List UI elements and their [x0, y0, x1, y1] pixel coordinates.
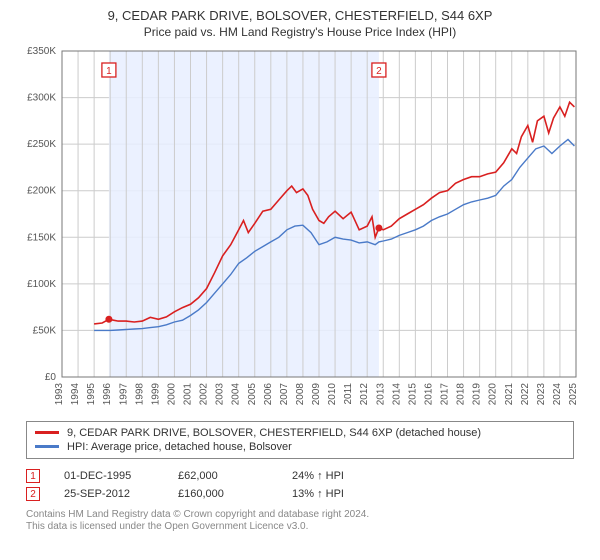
svg-text:2008: 2008 — [295, 382, 306, 405]
svg-text:2021: 2021 — [504, 382, 515, 405]
svg-text:£150K: £150K — [27, 232, 56, 243]
svg-text:2004: 2004 — [231, 382, 242, 405]
legend-item: HPI: Average price, detached house, Bols… — [35, 440, 565, 454]
svg-text:£200K: £200K — [27, 186, 56, 197]
svg-text:£0: £0 — [45, 372, 57, 383]
svg-text:1999: 1999 — [150, 382, 161, 405]
svg-text:£50K: £50K — [33, 325, 57, 336]
svg-text:1996: 1996 — [102, 382, 113, 405]
svg-text:2014: 2014 — [391, 382, 402, 405]
marker-delta: 13% ↑ HPI — [292, 488, 382, 500]
svg-text:2000: 2000 — [166, 382, 177, 405]
legend-label: 9, CEDAR PARK DRIVE, BOLSOVER, CHESTERFI… — [67, 427, 481, 439]
svg-text:2006: 2006 — [263, 382, 274, 405]
svg-text:2020: 2020 — [488, 382, 499, 405]
svg-text:2007: 2007 — [279, 382, 290, 405]
svg-text:2024: 2024 — [552, 382, 563, 405]
svg-text:2023: 2023 — [536, 382, 547, 405]
svg-text:2022: 2022 — [520, 382, 531, 405]
marker-date: 01-DEC-1995 — [64, 470, 154, 482]
svg-text:2010: 2010 — [327, 382, 338, 405]
footer-line-1: Contains HM Land Registry data © Crown c… — [26, 509, 574, 522]
legend-item: 9, CEDAR PARK DRIVE, BOLSOVER, CHESTERFI… — [35, 426, 565, 440]
marker-table: 1 01-DEC-1995 £62,000 24% ↑ HPI 2 25-SEP-2012… — [26, 467, 574, 503]
chart-area: £0 £50K £100K £150K £200K £250K £300K £350K 1993… — [14, 45, 586, 415]
svg-text:2019: 2019 — [472, 382, 483, 405]
chart-title: 9, CEDAR PARK DRIVE, BOLSOVER, CHESTERFI… — [14, 8, 586, 25]
svg-text:1998: 1998 — [134, 382, 145, 405]
chart-container: 9, CEDAR PARK DRIVE, BOLSOVER, CHESTERFI… — [0, 0, 600, 560]
marker-price: £62,000 — [178, 470, 268, 482]
marker-number: 1 — [26, 469, 40, 483]
marker-delta: 24% ↑ HPI — [292, 470, 382, 482]
marker-row: 2 25-SEP-2012 £160,000 13% ↑ HPI — [26, 485, 574, 503]
svg-text:2018: 2018 — [456, 382, 467, 405]
line-chart-svg: £0 £50K £100K £150K £200K £250K £300K £350K 1993… — [14, 45, 586, 415]
svg-text:1993: 1993 — [54, 382, 65, 405]
svg-text:2025: 2025 — [568, 382, 579, 405]
svg-text:2001: 2001 — [183, 382, 194, 405]
svg-text:1: 1 — [106, 66, 112, 77]
legend: 9, CEDAR PARK DRIVE, BOLSOVER, CHESTERFI… — [26, 421, 574, 459]
legend-swatch — [35, 431, 59, 434]
svg-text:£350K: £350K — [27, 46, 56, 57]
svg-text:2005: 2005 — [247, 382, 258, 405]
svg-text:2002: 2002 — [199, 382, 210, 405]
marker-row: 1 01-DEC-1995 £62,000 24% ↑ HPI — [26, 467, 574, 485]
svg-text:2016: 2016 — [423, 382, 434, 405]
footer: Contains HM Land Registry data © Crown c… — [26, 509, 574, 534]
svg-text:1997: 1997 — [118, 382, 129, 405]
svg-text:2012: 2012 — [359, 382, 370, 405]
svg-text:2015: 2015 — [407, 382, 418, 405]
title-block: 9, CEDAR PARK DRIVE, BOLSOVER, CHESTERFI… — [14, 8, 586, 45]
svg-text:2009: 2009 — [311, 382, 322, 405]
svg-text:£250K: £250K — [27, 139, 56, 150]
svg-text:2: 2 — [376, 66, 382, 77]
marker-number: 2 — [26, 487, 40, 501]
svg-text:£300K: £300K — [27, 92, 56, 103]
svg-text:1994: 1994 — [70, 382, 81, 405]
marker-price: £160,000 — [178, 488, 268, 500]
legend-label: HPI: Average price, detached house, Bols… — [67, 441, 292, 453]
marker-date: 25-SEP-2012 — [64, 488, 154, 500]
svg-text:2017: 2017 — [440, 382, 451, 405]
chart-subtitle: Price paid vs. HM Land Registry's House … — [14, 25, 586, 39]
svg-text:2003: 2003 — [215, 382, 226, 405]
svg-text:1995: 1995 — [86, 382, 97, 405]
footer-line-2: This data is licensed under the Open Gov… — [26, 521, 574, 534]
svg-text:2011: 2011 — [343, 382, 354, 404]
svg-text:2013: 2013 — [375, 382, 386, 405]
legend-swatch — [35, 445, 59, 448]
svg-text:£100K: £100K — [27, 279, 56, 290]
